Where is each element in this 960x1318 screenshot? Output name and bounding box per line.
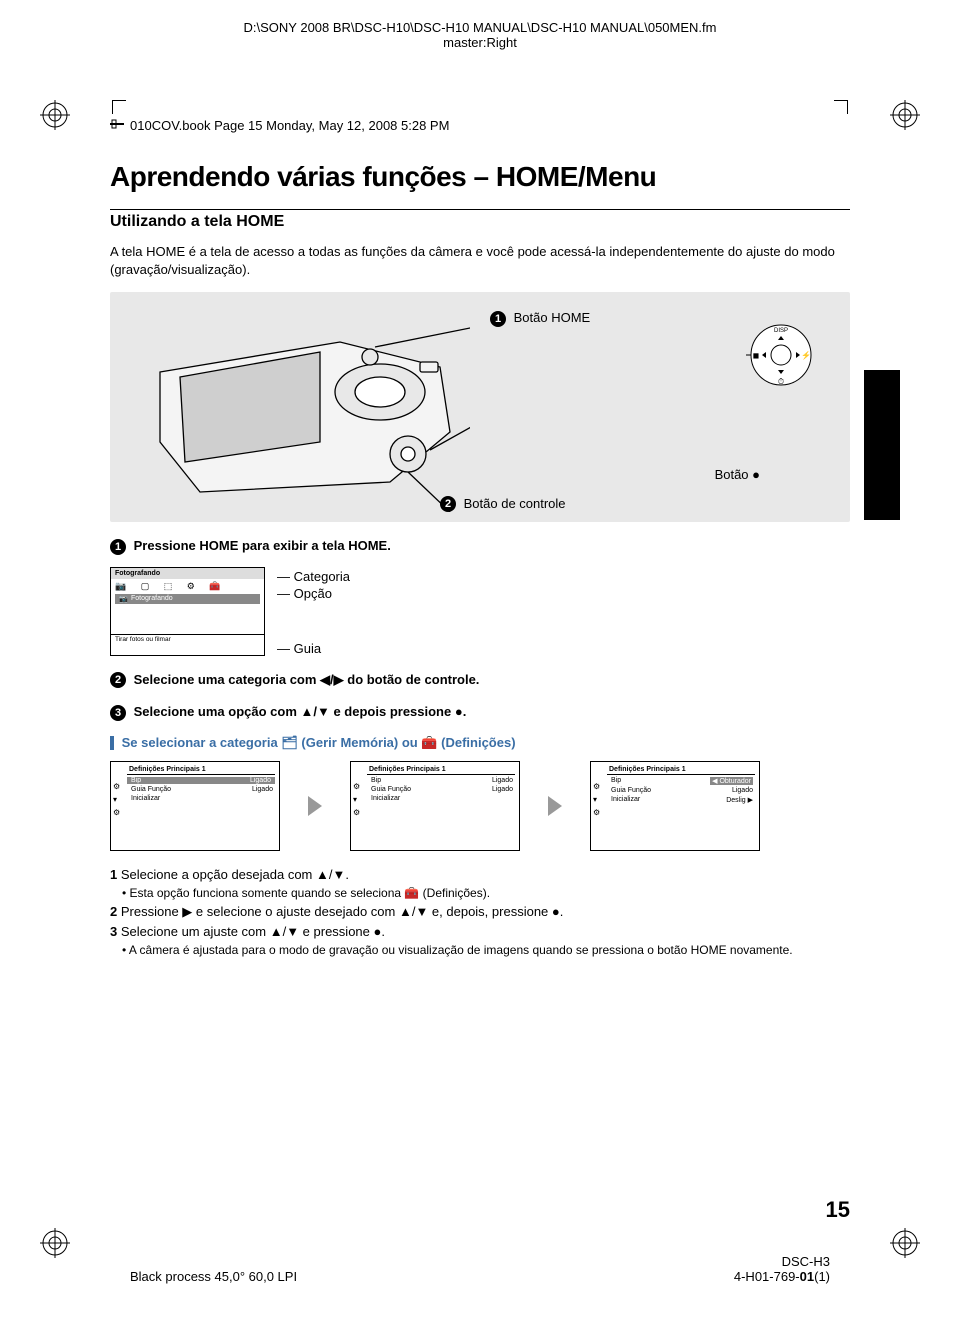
setting-value: Ligado — [252, 786, 273, 793]
setting-value: ◀ Obturador — [710, 777, 753, 785]
instr-bullet: • A câmera é ajustada para o modo de gra… — [122, 941, 850, 959]
magnifier-icon — [110, 117, 124, 127]
setting-name: Bip — [611, 777, 621, 785]
section-heading: Utilizando a tela HOME — [110, 213, 850, 231]
label-control-button: 2 Botão de controle — [440, 496, 566, 513]
selected-icon: 📷 — [119, 595, 131, 603]
side-icons: ⚙▾⚙ — [593, 780, 600, 819]
setting-value: Deslig ▶ — [726, 796, 753, 804]
setting-name: Guia Função — [611, 787, 651, 794]
section-divider: Utilizando a tela HOME — [110, 209, 850, 231]
callout-number: 2 — [440, 496, 456, 512]
svg-text:◼: ◼ — [753, 351, 760, 360]
step-text: Selecione uma opção com ▲/▼ e depois pre… — [134, 704, 467, 719]
camera-illustration: DISP ⏱ ◼ ⚡ 1 Botão HOME Botão ● 2 Botão … — [110, 292, 850, 522]
side-icons: ⚙▾⚙ — [113, 780, 120, 819]
instr-bullet: • Esta opção funciona somente quando se … — [122, 884, 850, 902]
part-number: 4-H01-769-01(1) — [734, 1269, 830, 1284]
step-2: 2 Selecione uma categoria com ◀/▶ do bot… — [110, 672, 850, 689]
setting-name: Inicializar — [611, 796, 640, 804]
setting-name: Guia Função — [371, 786, 411, 793]
registration-mark-icon — [890, 100, 920, 130]
svg-text:⏱: ⏱ — [778, 377, 784, 386]
label-center-button: Botão ● — [715, 467, 760, 482]
settings-header: Definições Principais 1 — [607, 765, 755, 775]
instr-number: 2 — [110, 904, 117, 919]
label-column: — Categoria — Opção — Guia — [277, 567, 350, 656]
step-text: Pressione HOME para exibir a tela HOME. — [134, 538, 391, 553]
screen-header: Fotografando — [111, 568, 264, 579]
settings-screen-3: ⚙▾⚙ Definições Principais 1 Bip ◀ Obturad… — [590, 761, 760, 851]
svg-text:⚡: ⚡ — [801, 350, 811, 360]
print-process-info: Black process 45,0° 60,0 LPI — [130, 1269, 297, 1284]
settings-screen-1: ⚙▾⚙ Definições Principais 1 Bip Ligado Gu… — [110, 761, 280, 851]
callout-text: Botão de controle — [464, 496, 566, 511]
step-number: 1 — [110, 539, 126, 555]
setting-name: Inicializar — [131, 795, 160, 802]
label-categoria: Categoria — [294, 569, 350, 584]
setting-value: Ligado — [492, 786, 513, 793]
setting-name: Bip — [131, 777, 141, 784]
model-id: DSC-H3 — [734, 1254, 830, 1269]
selected-option-row: 📷 Fotografando — [115, 594, 260, 604]
master-label: master:Right — [0, 35, 960, 50]
setting-value: Ligado — [732, 787, 753, 794]
step-3: 3 Selecione uma opção com ▲/▼ e depois p… — [110, 704, 850, 721]
setting-value: Ligado — [492, 777, 513, 784]
step-text: Selecione uma categoria com ◀/▶ do botão… — [134, 672, 480, 687]
step-number: 2 — [110, 672, 126, 688]
page-number: 15 — [826, 1197, 850, 1223]
page-title: Aprendendo várias funções – HOME/Menu — [110, 161, 850, 193]
home-screen-mock: Fotografando 📷 ▢ ⬚ ⚙ 🧰 📷 Fotografando Ti… — [110, 567, 265, 656]
instr-number: 1 — [110, 867, 117, 882]
callout-text: Botão HOME — [514, 310, 591, 325]
callout-number: 1 — [490, 311, 506, 327]
label-guia: Guia — [294, 641, 321, 656]
svg-text:DISP: DISP — [774, 328, 788, 334]
instruction-list: 1 Selecione a opção desejada com ▲/▼. • … — [110, 865, 850, 960]
ui-screenshot-with-labels: Fotografando 📷 ▢ ⬚ ⚙ 🧰 📷 Fotografando Ti… — [110, 567, 850, 656]
setting-value: Ligado — [250, 777, 271, 784]
step-number: 3 — [110, 705, 126, 721]
settings-screens-row: ⚙▾⚙ Definições Principais 1 Bip Ligado Gu… — [110, 761, 850, 851]
document-id: DSC-H3 4-H01-769-01(1) — [734, 1254, 830, 1284]
settings-screen-2: ⚙▾⚙ Definições Principais 1 Bip Ligado Gu… — [350, 761, 520, 851]
registration-mark-icon — [40, 1228, 70, 1258]
thumb-tab — [864, 370, 900, 520]
setting-name: Guia Função — [131, 786, 171, 793]
screen-guide-footer: Tirar fotos ou filmar — [111, 634, 264, 644]
side-icons: ⚙▾⚙ — [353, 780, 360, 819]
instr-text: Selecione um ajuste com ▲/▼ e pressione … — [121, 924, 385, 939]
subsection-text: Se selecionar a categoria 🗂 (Gerir Memór… — [122, 735, 516, 750]
camera-icon — [140, 312, 470, 512]
instr-text: Pressione ▶ e selecione o ajuste desejad… — [121, 904, 564, 919]
settings-header: Definições Principais 1 — [367, 765, 515, 775]
setting-name: Bip — [371, 777, 381, 784]
category-icon-row: 📷 ▢ ⬚ ⚙ 🧰 — [111, 579, 264, 594]
step-1: 1 Pressione HOME para exibir a tela HOME… — [110, 538, 850, 555]
dpad-icon: DISP ⏱ ◼ ⚡ — [746, 320, 816, 390]
registration-mark-icon — [890, 1228, 920, 1258]
registration-mark-icon — [40, 100, 70, 130]
selected-text: Fotografando — [131, 595, 173, 603]
source-file-path: D:\SONY 2008 BR\DSC-H10\DSC-H10 MANUAL\D… — [0, 20, 960, 35]
label-home-button: 1 Botão HOME — [490, 310, 590, 327]
arrow-right-icon — [308, 796, 322, 816]
setting-name: Inicializar — [371, 795, 400, 802]
page-content: 010COV.book Page 15 Monday, May 12, 2008… — [110, 110, 850, 1223]
blue-bar-icon — [110, 736, 114, 750]
intro-paragraph: A tela HOME é a tela de acesso a todas a… — [110, 243, 850, 278]
instr-number: 3 — [110, 924, 117, 939]
instr-text: Selecione a opção desejada com ▲/▼. — [121, 867, 349, 882]
label-opcao: Opção — [294, 586, 332, 601]
settings-header: Definições Principais 1 — [127, 765, 275, 775]
subsection-heading: Se selecionar a categoria 🗂 (Gerir Memór… — [110, 735, 850, 751]
book-page-info: 010COV.book Page 15 Monday, May 12, 2008… — [130, 118, 449, 133]
arrow-right-icon — [548, 796, 562, 816]
